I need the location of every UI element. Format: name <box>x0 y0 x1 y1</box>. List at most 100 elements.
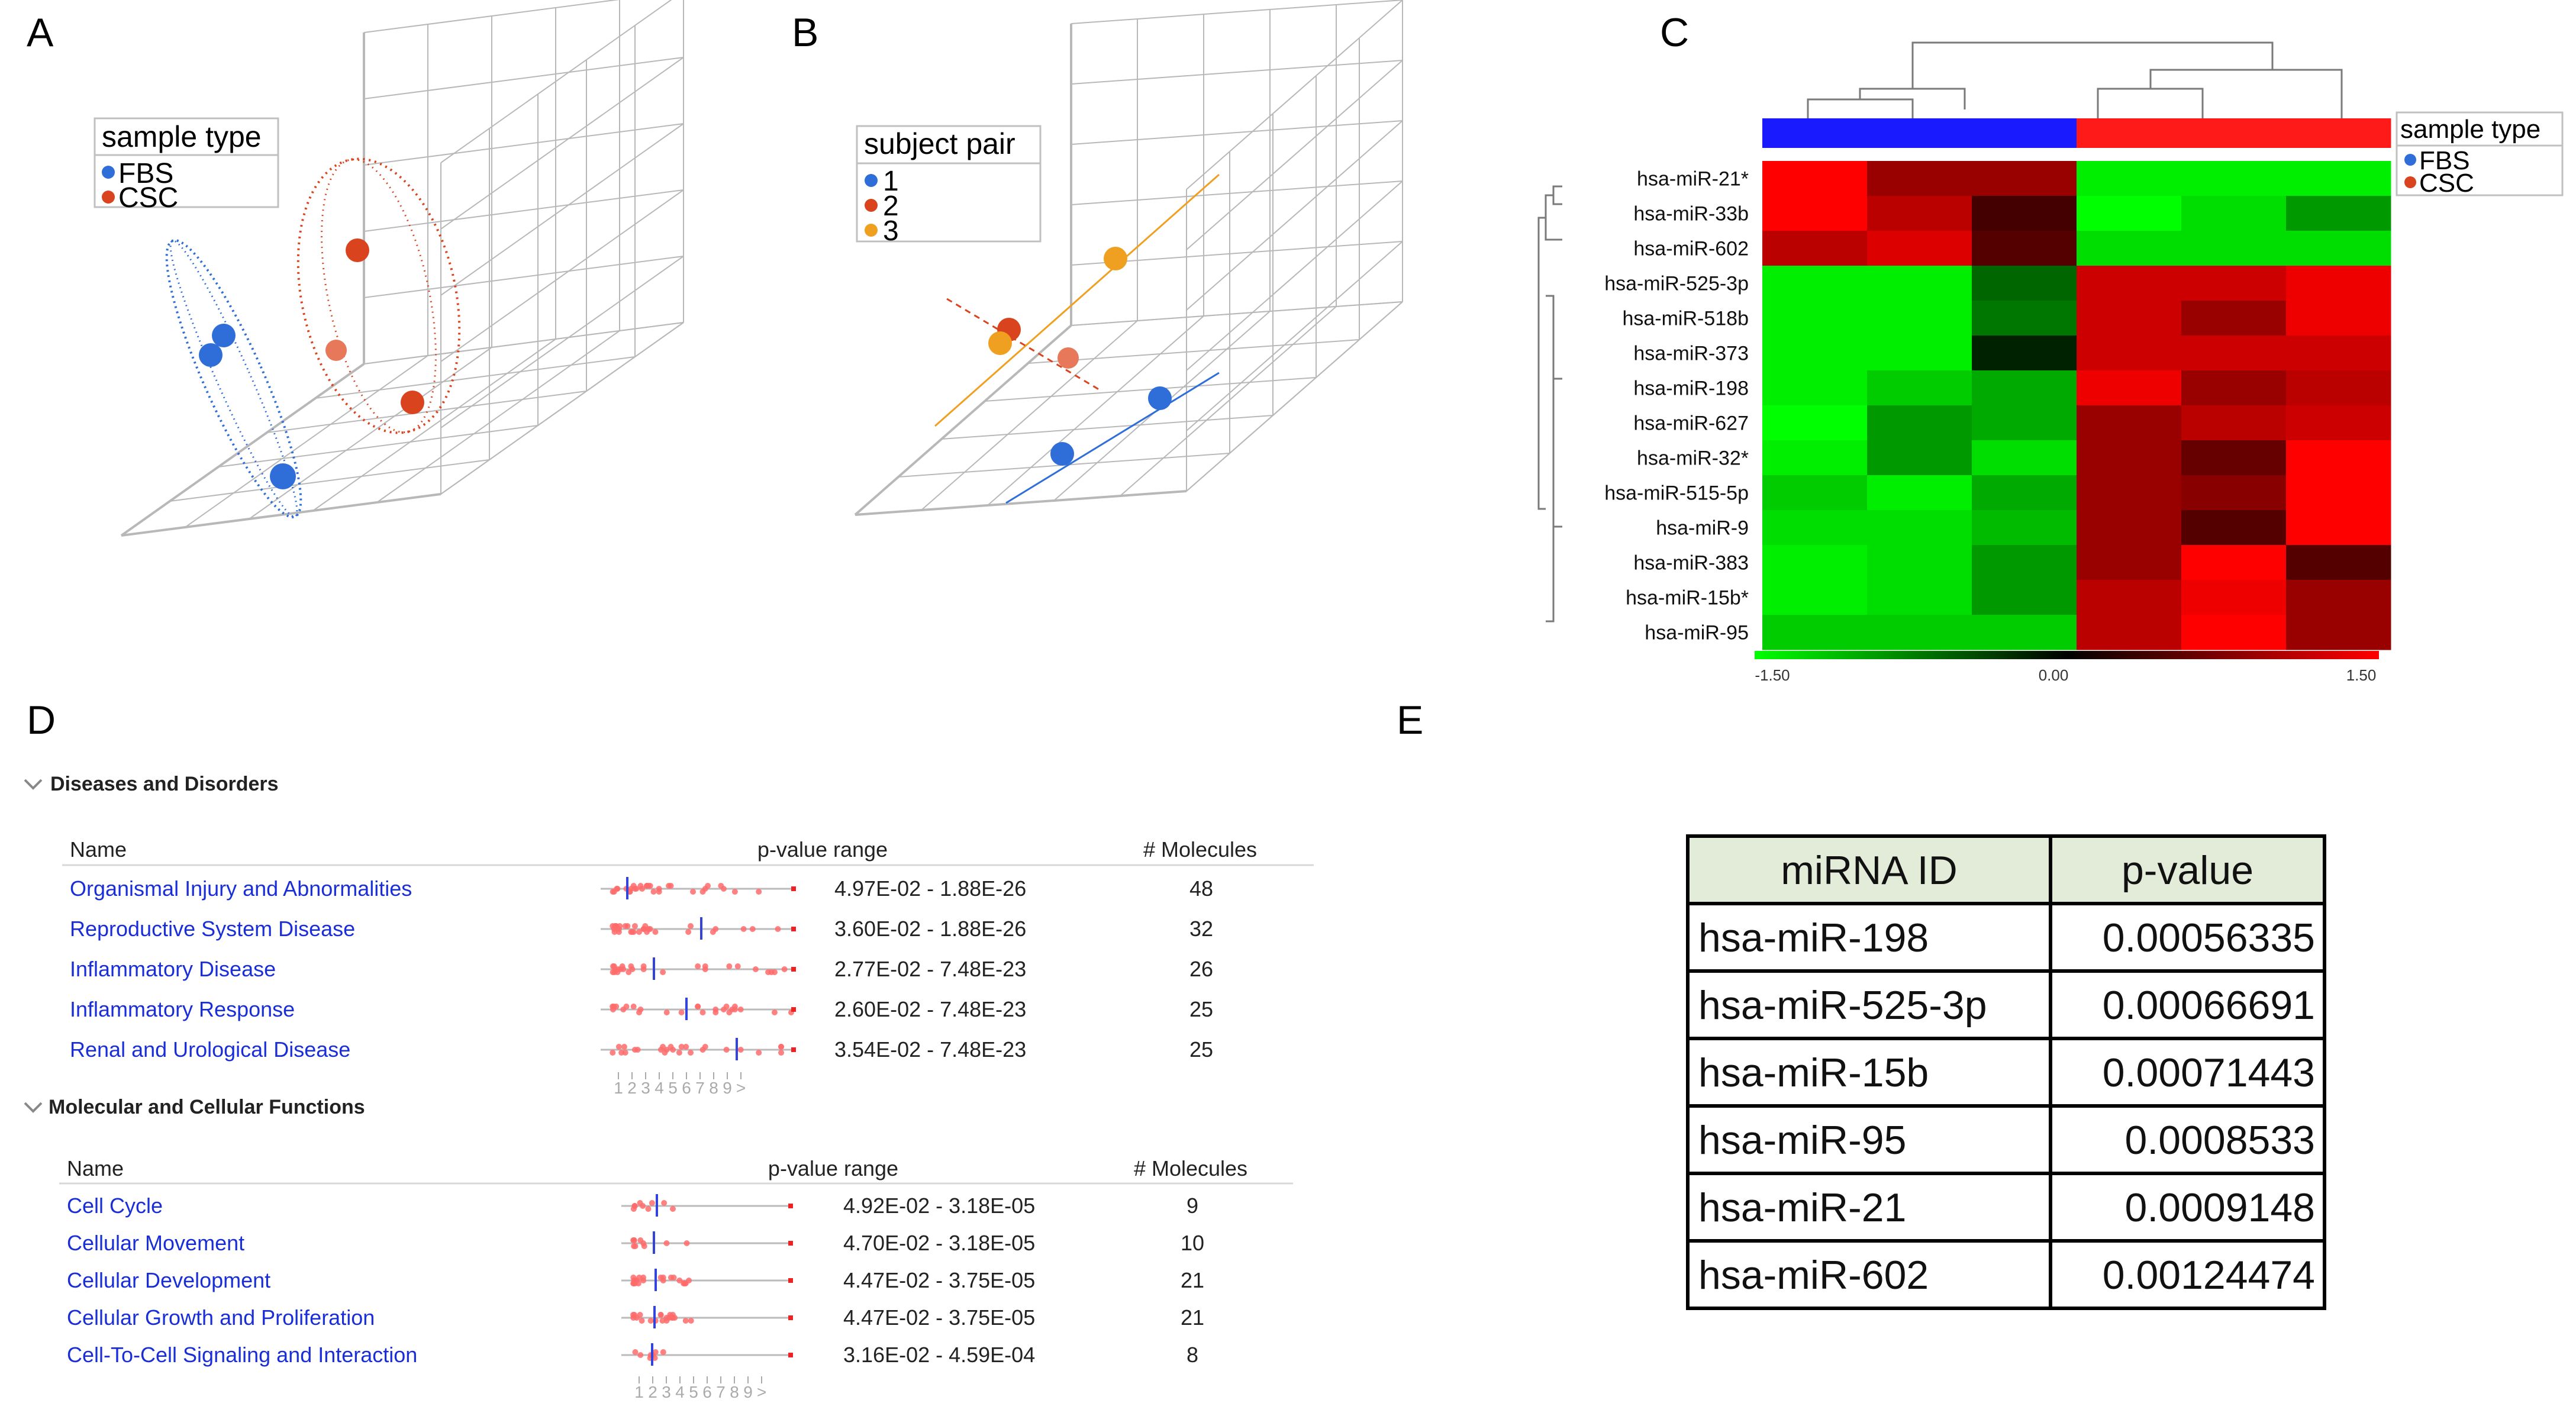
heatmap-cell <box>1762 510 1868 546</box>
pvalue-dot <box>678 1044 685 1050</box>
subject1-point <box>1050 442 1074 466</box>
heatmap-cell <box>1762 545 1868 580</box>
heatmap-cell <box>1867 370 1972 406</box>
table-cell <box>2049 1037 2326 1108</box>
pvalue-dot <box>676 1050 682 1056</box>
heatmap-cell <box>2077 231 2182 266</box>
pvalue-end-marker <box>788 1278 793 1283</box>
fbs-ellipsoid-inner <box>169 240 298 518</box>
pvalue-dot <box>610 1050 616 1056</box>
function-link[interactable]: Cellular Development <box>67 1268 270 1292</box>
pvalue-dot <box>634 1047 641 1053</box>
heatmap-cell <box>2077 161 2182 196</box>
pvalue-dot <box>702 966 708 972</box>
pvalue-range-text: 4.92E-02 - 3.18E-05 <box>843 1194 1035 1218</box>
heatmap-cell <box>1762 266 1868 301</box>
legend-b-title: subject pair <box>864 127 1015 160</box>
pvalue: 0.0008533 <box>2125 1118 2315 1163</box>
pvalue-dot <box>726 963 733 969</box>
table-cell <box>2049 902 2326 973</box>
fbs-sample-point <box>270 463 296 489</box>
legend-b-item-3: 3 <box>883 215 899 247</box>
subject2-point <box>1058 347 1079 369</box>
heatmap-cell <box>1867 266 1972 301</box>
pvalue-dot <box>683 1044 689 1050</box>
pvalue-dot <box>622 923 628 929</box>
function-link[interactable]: Cell Cycle <box>67 1194 163 1218</box>
heatmap-cell <box>1972 405 2077 441</box>
sample-type-color-cell <box>1867 118 1972 148</box>
ipa-function-tables: Diseases and Disorders Name p-value rang… <box>24 773 1314 1401</box>
pvalue-dot <box>771 1009 778 1015</box>
pvalue-range-text: 2.77E-02 - 7.48E-23 <box>834 957 1026 981</box>
pvalue: 0.00066691 <box>2103 983 2315 1028</box>
table-cell <box>2049 1104 2326 1175</box>
pca-plot-subject-pair: subject pair 1 2 3 <box>854 0 1403 516</box>
function-link[interactable]: Reproductive System Disease <box>70 917 355 941</box>
pvalue-dot <box>614 886 621 892</box>
table2-header-pvalue: p-value range <box>768 1156 898 1180</box>
legend-c-item-csc: CSC <box>2419 169 2474 198</box>
function-link[interactable]: Cellular Movement <box>67 1231 244 1255</box>
heatmap-cell <box>2286 370 2391 406</box>
mirna-id: hsa-miR-95 <box>1698 1118 1906 1163</box>
pvalue-dot <box>682 1318 689 1324</box>
pvalue-dot <box>768 969 775 975</box>
table-cell <box>2049 1172 2326 1243</box>
heatmap-cell <box>1972 440 2077 476</box>
heatmap-panel: hsa-miR-21* hsa-miR-33b hsa-miR-602 hsa-miR… <box>1537 41 2564 684</box>
heatmap-row-label: hsa-miR-515-5p <box>1604 482 1749 505</box>
csc-sample-point <box>325 340 347 361</box>
heatmap-cell <box>2077 405 2182 441</box>
heatmap-cell <box>1762 580 1868 615</box>
function-link[interactable]: Inflammatory Response <box>70 997 295 1021</box>
pvalue-dot <box>656 886 662 892</box>
pvalue-dot <box>710 929 716 935</box>
heatmap-cell <box>2077 510 2182 546</box>
pvalue-range-text: 3.16E-02 - 4.59E-04 <box>843 1343 1035 1367</box>
legend-fbs-swatch <box>102 166 115 179</box>
table-cell <box>1686 1104 2052 1175</box>
heatmap-row-label: hsa-miR-525-3p <box>1604 273 1749 295</box>
heatmap-row-label: hsa-miR-9 <box>1656 517 1749 540</box>
section1-title[interactable]: Diseases and Disorders <box>50 773 279 795</box>
pvalue-dot <box>684 1240 690 1246</box>
pvalue-dot <box>663 1009 670 1015</box>
axis-tick-label: 9 <box>723 1079 732 1097</box>
heatmap-cell <box>2181 161 2287 196</box>
heatmap-cell <box>2286 231 2391 266</box>
subject3-pair-line <box>934 173 1220 427</box>
legend-a-title: sample type <box>102 120 262 153</box>
heatmap-cell <box>1972 510 2077 546</box>
pvalue-dot <box>678 1009 685 1015</box>
section2-collapse-chevron-icon[interactable] <box>24 1102 43 1113</box>
pvalue-end-marker <box>788 1204 793 1208</box>
function-link[interactable]: Cell-To-Cell Signaling and Interaction <box>67 1343 417 1367</box>
subject2-pair-line <box>946 298 1101 392</box>
function-link[interactable]: Renal and Urological Disease <box>70 1037 350 1062</box>
heatmap-cell <box>2181 475 2287 511</box>
legend-c-item-fbs: FBS <box>2419 146 2470 175</box>
heatmap-cell <box>2286 196 2391 231</box>
heatmap-cells <box>1762 161 2391 650</box>
section2-title[interactable]: Molecular and Cellular Functions <box>49 1096 365 1118</box>
pvalue-dot <box>652 929 659 935</box>
section1-collapse-chevron-icon[interactable] <box>24 779 43 790</box>
heatmap-cell <box>2077 545 2182 580</box>
heatmap-cell <box>1867 161 1972 196</box>
function-link[interactable]: Inflammatory Disease <box>70 957 276 981</box>
table1-header-name: Name <box>70 837 127 862</box>
pvalue-dot <box>615 1044 622 1050</box>
pvalue-dot <box>645 883 652 889</box>
legend-c-box <box>2396 111 2564 196</box>
column-header-mirna: miRNA ID <box>1781 848 1957 893</box>
heatmap-cell <box>1762 405 1868 441</box>
heatmap-cell <box>1867 405 1972 441</box>
function-link[interactable]: Cellular Growth and Proliferation <box>67 1305 375 1330</box>
pvalue-dot <box>618 1050 625 1056</box>
heatmap-cell <box>1972 336 2077 371</box>
function-link[interactable]: Organismal Injury and Abnormalities <box>70 876 412 901</box>
pvalue-dot <box>695 963 701 969</box>
pvalue-end-marker <box>791 1047 796 1052</box>
heatmap-cell <box>2077 301 2182 336</box>
